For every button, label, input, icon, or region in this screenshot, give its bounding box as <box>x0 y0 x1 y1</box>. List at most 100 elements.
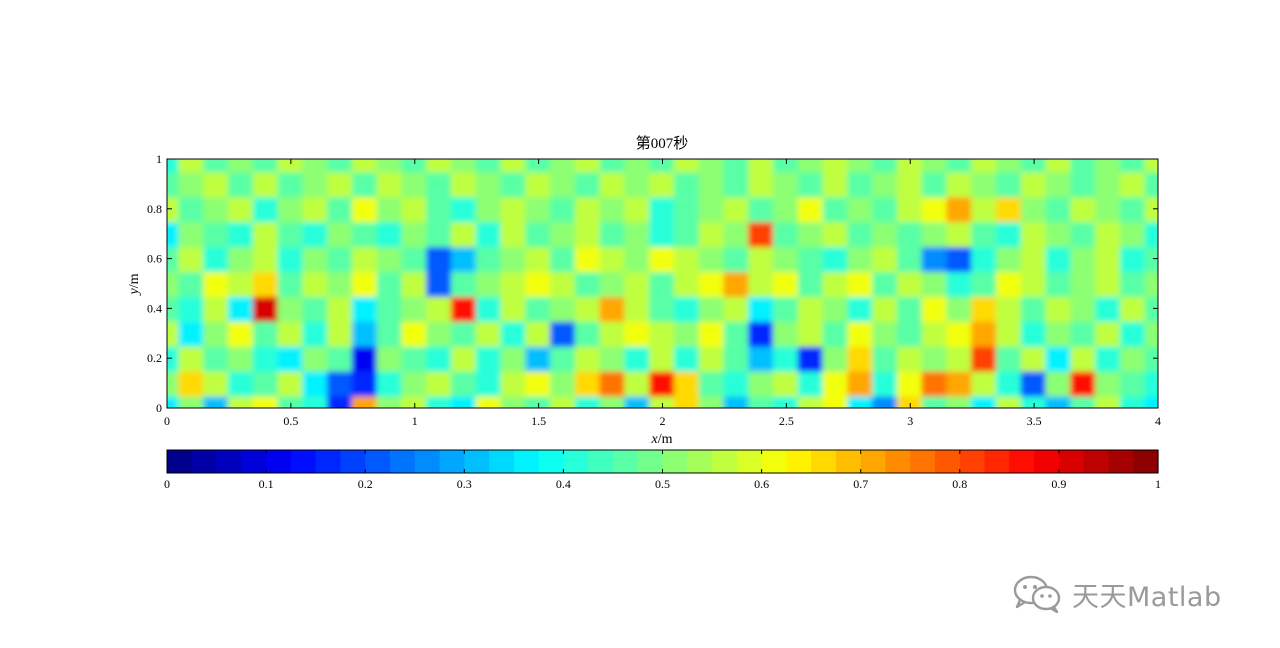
contour-cell <box>822 344 850 372</box>
colorbar-level <box>910 450 936 473</box>
colorbar-level <box>1108 450 1134 473</box>
contour-cell <box>351 294 379 322</box>
contour-cell <box>1045 170 1073 198</box>
contour-cell <box>574 245 602 273</box>
colorbar-level <box>241 450 267 473</box>
contour-cell <box>167 170 181 198</box>
colorbar-level <box>736 450 763 473</box>
contour-cell <box>327 344 354 372</box>
contour-cell <box>327 245 354 273</box>
contour-cell <box>822 159 850 173</box>
contour-cell <box>1144 344 1158 372</box>
contour-cell <box>748 220 775 248</box>
contour-cell <box>277 319 305 347</box>
contour-cell <box>450 270 478 297</box>
colorbar-tick-label: 0.9 <box>1051 477 1066 491</box>
contour-cell <box>971 195 998 223</box>
contour-cell <box>574 195 602 223</box>
contour-cell <box>599 245 627 273</box>
contour-cell <box>995 220 1023 248</box>
contour-cell <box>748 294 775 322</box>
contour-cell <box>748 369 775 397</box>
contour-cell <box>227 270 255 297</box>
contour-cell <box>673 394 701 408</box>
contour-cell <box>401 170 429 198</box>
contour-cell <box>167 394 181 408</box>
contour-cell <box>1045 294 1073 322</box>
contour-cell <box>376 319 404 347</box>
contour-cell <box>1020 245 1048 273</box>
contour-cell <box>872 245 899 273</box>
colorbar-level <box>1083 450 1110 473</box>
contour-cell <box>772 220 800 248</box>
contour-cell <box>401 394 429 408</box>
contour-cell <box>376 344 404 372</box>
contour-cell <box>277 369 305 397</box>
contour-cell <box>1144 394 1158 408</box>
contour-cell <box>450 170 478 198</box>
contour-cell <box>227 220 255 248</box>
contour-cell <box>896 294 924 322</box>
contour-cell <box>1070 220 1098 248</box>
contour-cell <box>673 170 701 198</box>
contour-field <box>167 159 1158 408</box>
contour-cell <box>872 394 899 408</box>
contour-cell <box>797 270 825 297</box>
contour-cell <box>167 159 181 173</box>
contour-cell <box>921 245 949 273</box>
contour-cell <box>227 394 255 408</box>
contour-cell <box>1070 195 1098 223</box>
contour-cell <box>624 170 652 198</box>
contour-cell <box>574 270 602 297</box>
contour-cell <box>822 195 850 223</box>
contour-cell <box>550 195 577 223</box>
contour-cell <box>921 319 949 347</box>
contour-cell <box>822 245 850 273</box>
contour-cell <box>351 319 379 347</box>
contour-cell <box>525 319 553 347</box>
colorbar: 0 0.1 0.2 0.3 0.4 0.5 0.6 0.7 0.8 0.9 1 <box>164 449 1161 491</box>
contour-cell <box>203 245 230 273</box>
contour-cell <box>946 170 974 198</box>
contour-cell <box>772 270 800 297</box>
plot-area <box>167 159 1158 408</box>
x-axis-label: x/m <box>651 432 673 447</box>
contour-cell <box>302 319 330 347</box>
contour-cell <box>797 245 825 273</box>
contour-cell <box>178 394 206 408</box>
contour-cell <box>550 294 577 322</box>
contour-cell <box>277 159 305 173</box>
contour-cell <box>624 245 652 273</box>
contour-cell <box>698 170 726 198</box>
y-axis-label-var: y <box>127 288 142 297</box>
contour-cell <box>351 270 379 297</box>
colorbar-level <box>811 450 837 473</box>
contour-cell <box>1020 170 1048 198</box>
contour-cell <box>822 220 850 248</box>
contour-cell <box>946 319 974 347</box>
contour-cell <box>946 394 974 408</box>
contour-cell <box>921 369 949 397</box>
colorbar-tick-label: 0.7 <box>853 477 868 491</box>
contour-cell <box>673 344 701 372</box>
contour-cell <box>227 195 255 223</box>
contour-cell <box>475 245 503 273</box>
colorbar-tick-label: 0.5 <box>655 477 670 491</box>
x-tick-label: 4 <box>1155 414 1161 428</box>
contour-cell <box>574 319 602 347</box>
contour-cell <box>1020 369 1048 397</box>
contour-cell <box>376 159 404 173</box>
contour-cell <box>748 195 775 223</box>
contour-cell <box>995 369 1023 397</box>
watermark: 天天Matlab <box>1012 572 1252 616</box>
contour-cell <box>921 394 949 408</box>
contour-cell <box>896 159 924 173</box>
contour-cell <box>772 344 800 372</box>
contour-cell <box>167 220 181 248</box>
contour-cell <box>946 344 974 372</box>
contour-cell <box>971 369 998 397</box>
contour-cell <box>302 170 330 198</box>
contour-cell <box>252 319 280 347</box>
contour-cell <box>401 245 429 273</box>
contour-cell <box>797 319 825 347</box>
